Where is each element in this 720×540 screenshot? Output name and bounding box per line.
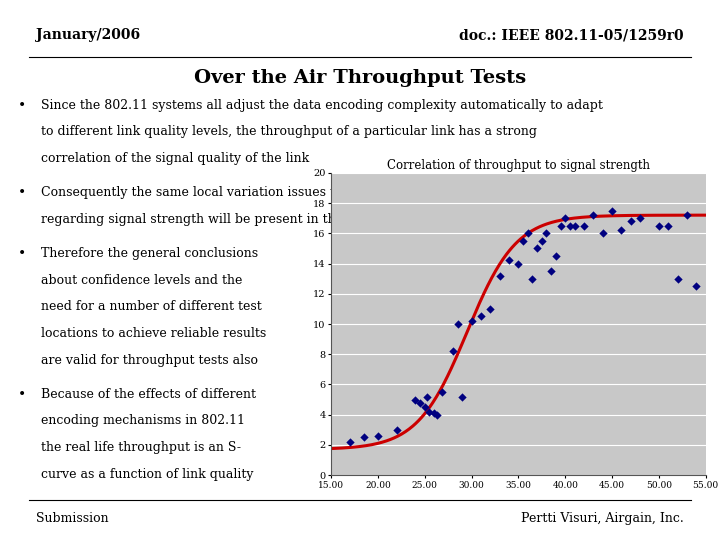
Point xyxy=(452,320,464,328)
Point xyxy=(503,256,515,265)
Point xyxy=(559,214,571,222)
Text: doc.: IEEE 802.11-05/1259r0: doc.: IEEE 802.11-05/1259r0 xyxy=(459,28,684,42)
Point xyxy=(428,409,440,417)
Point xyxy=(569,221,580,230)
Text: curve as a function of link quality: curve as a function of link quality xyxy=(41,468,253,481)
Point xyxy=(419,403,431,411)
Point xyxy=(494,271,505,280)
Point xyxy=(616,226,627,234)
Point xyxy=(554,221,566,230)
Point xyxy=(421,392,433,401)
Text: Submission: Submission xyxy=(36,512,109,525)
Point xyxy=(359,433,370,442)
Point xyxy=(672,274,683,283)
Point xyxy=(466,316,477,325)
Title: Correlation of throughput to signal strength: Correlation of throughput to signal stre… xyxy=(387,159,650,172)
Text: need for a number of different test: need for a number of different test xyxy=(41,300,261,313)
Point xyxy=(546,267,557,275)
Point xyxy=(634,214,646,222)
Point xyxy=(564,221,576,230)
Point xyxy=(431,410,443,419)
Text: Consequently the same local variation issues that were discussed in previous sli: Consequently the same local variation is… xyxy=(41,186,572,199)
Point xyxy=(475,312,487,321)
Point xyxy=(485,305,496,313)
Point xyxy=(423,407,435,416)
Point xyxy=(690,282,702,291)
Point xyxy=(536,237,548,245)
Text: locations to achieve reliable results: locations to achieve reliable results xyxy=(41,327,266,340)
Point xyxy=(662,221,674,230)
Point xyxy=(541,229,552,238)
Point xyxy=(391,426,402,434)
Point xyxy=(681,211,693,219)
Point xyxy=(606,206,618,215)
Text: •: • xyxy=(18,247,26,261)
Text: •: • xyxy=(18,186,26,200)
Text: Over the Air Throughput Tests: Over the Air Throughput Tests xyxy=(194,69,526,87)
Point xyxy=(517,237,528,245)
Text: encoding mechanisms in 802.11: encoding mechanisms in 802.11 xyxy=(41,414,245,427)
Point xyxy=(447,347,459,355)
Point xyxy=(513,259,524,268)
Text: •: • xyxy=(18,388,26,402)
Point xyxy=(522,229,534,238)
Text: Because of the effects of different: Because of the effects of different xyxy=(41,388,256,401)
Point xyxy=(625,217,636,226)
Text: about confidence levels and the: about confidence levels and the xyxy=(41,274,243,287)
Text: Since the 802.11 systems all adjust the data encoding complexity automatically t: Since the 802.11 systems all adjust the … xyxy=(41,99,603,112)
Point xyxy=(578,221,590,230)
Text: Pertti Visuri, Airgain, Inc.: Pertti Visuri, Airgain, Inc. xyxy=(521,512,684,525)
Point xyxy=(410,395,421,404)
Text: regarding signal strength will be present in throughput tests, too.: regarding signal strength will be presen… xyxy=(41,213,460,226)
Text: correlation of the signal quality of the link: correlation of the signal quality of the… xyxy=(41,152,309,165)
Point xyxy=(597,229,608,238)
Point xyxy=(588,211,599,219)
Text: the real life throughput is an S-: the real life throughput is an S- xyxy=(41,441,241,454)
Point xyxy=(415,399,426,407)
Text: •: • xyxy=(18,99,26,113)
Point xyxy=(372,431,384,440)
Text: are valid for throughput tests also: are valid for throughput tests also xyxy=(41,354,258,367)
Point xyxy=(550,252,562,260)
Text: to different link quality levels, the throughput of a particular link has a stro: to different link quality levels, the th… xyxy=(41,125,537,138)
Point xyxy=(344,437,356,446)
Point xyxy=(456,392,468,401)
Text: January/2006: January/2006 xyxy=(36,28,140,42)
Point xyxy=(653,221,665,230)
Point xyxy=(436,388,447,396)
Point xyxy=(531,244,543,253)
Text: Therefore the general conclusions: Therefore the general conclusions xyxy=(41,247,258,260)
Point xyxy=(527,274,539,283)
